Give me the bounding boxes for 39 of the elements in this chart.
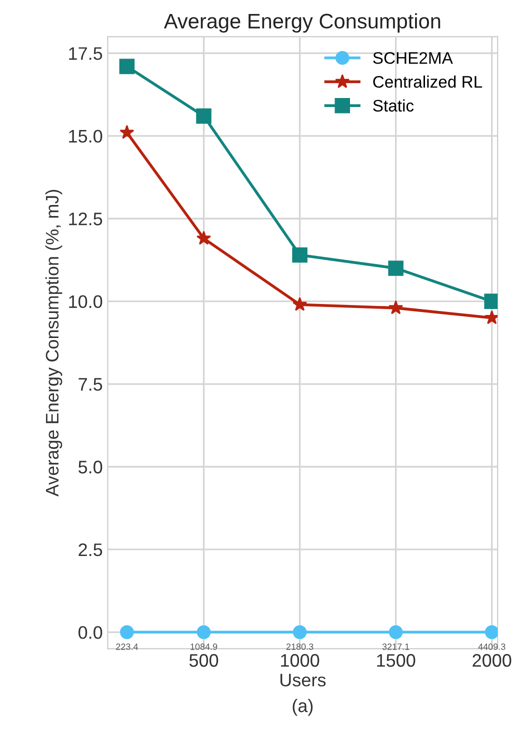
- legend-label: SCHE2MA: [373, 52, 453, 64]
- point: [484, 310, 498, 324]
- point: [484, 294, 498, 309]
- point: [119, 58, 135, 74]
- point: [196, 108, 212, 124]
- y-tick-label: 15.0: [69, 130, 102, 143]
- y-tick-label: 0.0: [78, 626, 102, 639]
- x-tick-label: 2000: [472, 654, 512, 667]
- annotation: 2180.3: [286, 644, 314, 650]
- annotation: 223.4: [116, 644, 138, 650]
- annotation: 3217.1: [382, 644, 410, 650]
- point: [388, 625, 403, 640]
- y-tick-label: 17.5: [69, 47, 102, 60]
- legend-label: Centralized RL: [373, 76, 482, 88]
- chart-title: Average Energy Consumption: [164, 13, 440, 33]
- point: [196, 625, 211, 640]
- annotation: 1084.9: [190, 644, 218, 650]
- point: [292, 625, 307, 640]
- point: [292, 247, 308, 263]
- y-axis-title: Average Energy Consumption (%, mJ): [45, 190, 62, 497]
- text: (a): [292, 698, 313, 716]
- legend-label: Static: [373, 99, 414, 112]
- y-tick-label: 12.5: [69, 212, 102, 226]
- point: [120, 124, 134, 139]
- point: [292, 296, 308, 311]
- y-tick-label: 10.0: [69, 295, 102, 308]
- y-tick-label: 5.0: [78, 460, 102, 474]
- y-tick-label: 2.5: [78, 543, 102, 556]
- point: [388, 300, 404, 314]
- y-tick-label: 7.5: [78, 378, 102, 391]
- annotation: 4409.3: [478, 644, 506, 650]
- point: [120, 625, 134, 640]
- x-axis-title: Users: [280, 674, 326, 686]
- x-tick-label: 500: [189, 654, 218, 667]
- point: [484, 625, 498, 640]
- point: [196, 230, 212, 245]
- point: [388, 260, 404, 276]
- x-tick-label: 1000: [281, 654, 320, 667]
- x-tick-label: 1500: [377, 654, 416, 667]
